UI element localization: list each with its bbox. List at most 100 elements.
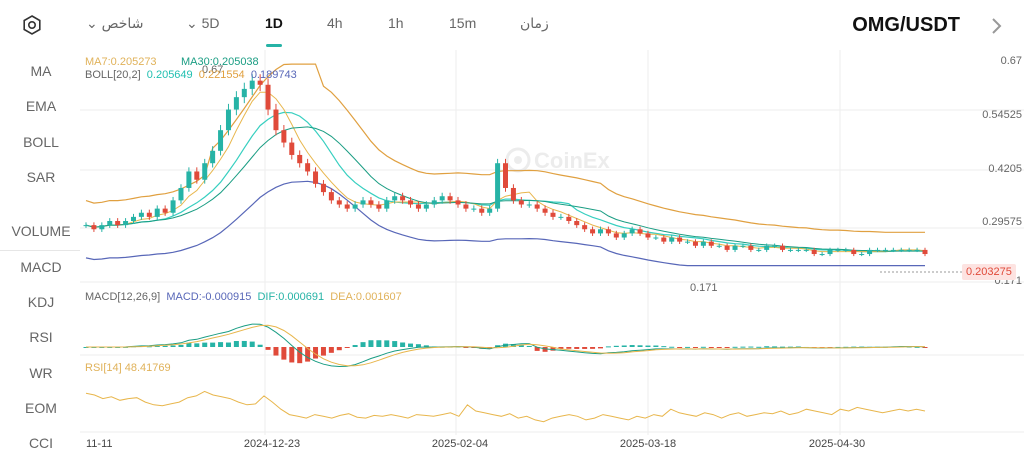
candle-body: [352, 204, 358, 209]
candle-body: [582, 225, 588, 230]
candle-body: [99, 225, 105, 230]
candle-body: [843, 249, 849, 251]
sidebar-item-macd[interactable]: MACD: [20, 259, 62, 275]
chart-area[interactable]: CoinEx 0.67 0.54525 0.4205 0.29575 0.171 11-1…: [0, 50, 1024, 460]
sidebar-item-cci[interactable]: CCI: [28, 435, 54, 451]
candle-body: [740, 245, 746, 247]
candle-body: [289, 142, 295, 155]
macd-histogram-bar: [590, 347, 596, 349]
candle-body: [178, 187, 184, 201]
candle-body: [510, 187, 516, 201]
price-axis-label: 0.67: [1001, 55, 1022, 67]
timeframe-5d-dropdown[interactable]: ⌄ 5D: [186, 15, 220, 31]
sidebar-item-sar[interactable]: SAR: [26, 169, 56, 185]
candle-body: [756, 249, 762, 251]
candle-body: [305, 163, 311, 172]
rsi-panel: [85, 390, 926, 423]
tab-1d[interactable]: 1D: [265, 15, 283, 31]
sidebar-item-kdj[interactable]: KDJ: [27, 294, 55, 310]
legend-macd-name: MACD[12,26,9]: [85, 291, 161, 303]
macd-histogram-bar: [210, 342, 216, 347]
macd-histogram-bar: [297, 347, 303, 364]
candle-body: [130, 216, 136, 222]
chevron-right-icon[interactable]: [988, 16, 1006, 36]
macd-histogram-bar: [336, 347, 342, 351]
macd-histogram-bar: [233, 341, 239, 347]
sidebar-item-boll[interactable]: BOLL: [23, 134, 59, 150]
candle-body: [898, 249, 904, 251]
candlesticks: [83, 74, 928, 257]
candle-body: [186, 171, 192, 188]
candle-body: [273, 109, 279, 131]
candle-body: [795, 249, 801, 251]
candle-body: [503, 163, 508, 188]
macd-histogram-bar: [621, 345, 627, 347]
candle-body: [597, 229, 603, 234]
candle-body: [439, 196, 445, 201]
sidebar-item-rsi[interactable]: RSI: [29, 329, 53, 345]
candle-body: [447, 196, 453, 201]
macd-histogram-bar: [772, 346, 778, 348]
candle-body: [463, 204, 469, 209]
macd-histogram-bar: [542, 347, 548, 352]
dea-line: [86, 324, 925, 367]
candle-body: [526, 204, 532, 206]
candle-body: [534, 204, 540, 209]
candle-body: [297, 154, 303, 164]
candle-body: [637, 229, 643, 234]
macd-histogram-bar: [732, 346, 738, 348]
sidebar-item-wr[interactable]: WR: [29, 365, 53, 381]
timeframe-5d-label: 5D: [201, 15, 220, 31]
indicators-dropdown[interactable]: ⌄ شاخص: [86, 15, 144, 31]
gear-icon[interactable]: [22, 15, 42, 35]
sidebar-item-volume[interactable]: VOLUME: [11, 223, 71, 239]
indicator-sidebar: MA EMA BOLL SAR VOLUME MACD KDJ RSI WR E…: [0, 50, 80, 460]
candle-body: [487, 208, 493, 213]
macd-histogram-bar: [740, 346, 746, 348]
candle-body: [257, 80, 263, 85]
candle-body: [859, 254, 865, 256]
sidebar-item-ema[interactable]: EMA: [25, 98, 57, 114]
candle-body: [83, 225, 89, 227]
candle-body: [867, 249, 873, 255]
macd-histogram-bar: [510, 344, 516, 347]
macd-histogram-bar: [225, 342, 231, 347]
time-axis-label: 2025-03-18: [620, 438, 676, 450]
macd-histogram-bar: [265, 347, 271, 350]
time-axis-label: 2025-04-30: [809, 438, 865, 450]
candle-body: [241, 88, 247, 98]
sidebar-item-eom[interactable]: EOM: [25, 400, 57, 416]
candle-body: [408, 200, 414, 205]
candle-body: [613, 233, 619, 238]
tab-15m[interactable]: 15m: [449, 15, 477, 31]
candle-body: [479, 208, 485, 213]
sidebar-item-ma[interactable]: MA: [30, 63, 52, 79]
candle-body: [550, 212, 556, 217]
legend-ma30: MA30:0.205038: [181, 56, 259, 68]
macd-histogram-bar: [376, 340, 382, 347]
candle-body: [566, 216, 572, 222]
tab-1h[interactable]: 1h: [388, 15, 404, 31]
candle-body: [146, 212, 152, 217]
time-label[interactable]: زمان: [520, 15, 549, 31]
tab-4h[interactable]: 4h: [327, 15, 343, 31]
candle-body: [748, 245, 754, 250]
macd-histogram-bar: [685, 346, 691, 348]
pair-title: OMG/USDT: [852, 14, 960, 36]
candle-body: [661, 237, 667, 242]
axes-labels: 0.67 0.54525 0.4205 0.29575 0.171 11-11 2024-1…: [86, 55, 1022, 450]
candle-body: [265, 84, 271, 110]
ma7-line: [85, 91, 926, 253]
candle-body: [344, 204, 350, 209]
legend-boll: BOLL[20,2] 0.205649 0.221554 0.189743: [85, 69, 297, 81]
candle-body: [708, 241, 714, 246]
top-toolbar: ⌄ شاخص ⌄ 5D 1D 4h 1h 15m زمان OMG/USDT: [0, 0, 1024, 50]
legend-macd: MACD[12,26,9] MACD:-0.000915 DIF:0.00069…: [85, 291, 402, 303]
macd-histogram-bar: [249, 341, 255, 347]
macd-panel: [83, 323, 928, 368]
macd-histogram-bar: [764, 346, 770, 348]
macd-histogram-bar: [724, 347, 730, 348]
macd-histogram-bar: [241, 340, 247, 347]
macd-histogram-bar: [661, 346, 667, 348]
legend-boll-mid: 0.205649: [146, 69, 193, 81]
